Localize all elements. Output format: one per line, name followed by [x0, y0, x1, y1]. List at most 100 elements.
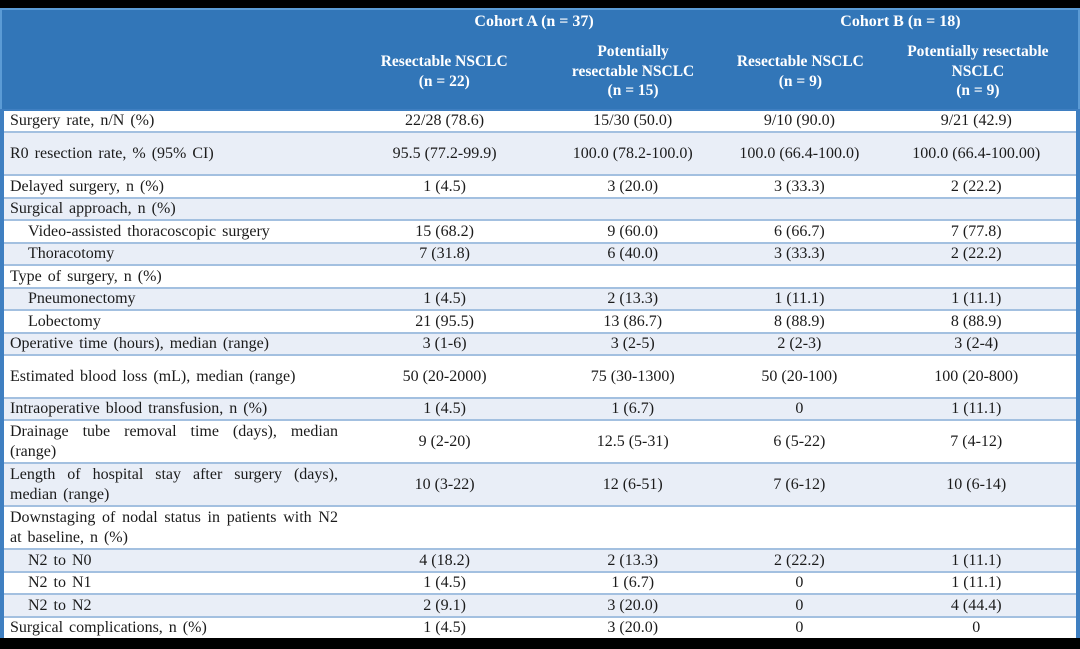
table-row: Surgical complications, n (%) 1 (4.5) 3 (2… — [4, 615, 1076, 638]
row-value — [877, 507, 1076, 548]
table-row: Type of surgery, n (%) — [4, 264, 1076, 287]
table-row: Pneumonectomy 1 (4.5) 2 (13.3) 1 (11.1) 1 (1… — [4, 286, 1076, 310]
table-body: Surgery rate, n/N (%) 22/28 (78.6) 15/30 (… — [0, 109, 1080, 638]
row-value: 100.0 (66.4-100.0) — [739, 145, 860, 163]
column-header-resectable-b: Resectable NSCLC (n = 9) — [736, 53, 864, 90]
row-value: 95.5 (77.2-99.9) — [392, 145, 497, 163]
row-value: 6 (66.7) — [774, 222, 825, 240]
row-label: N2 to N0 — [28, 551, 92, 569]
table-row: N2 to N1 1 (4.5) 1 (6.7) 0 1 (11.1) — [4, 570, 1076, 594]
table-row: Thoracotomy 7 (31.8) 6 (40.0) 3 (33.3) 2 (22… — [4, 241, 1076, 265]
row-value: 7 (4-12) — [950, 433, 1003, 451]
row-value: 6 (40.0) — [607, 245, 659, 263]
row-value: 2 (9.1) — [423, 596, 466, 614]
row-value: 1 (4.5) — [423, 574, 466, 592]
row-value: 1 (4.5) — [423, 290, 466, 308]
cohort-a-header: Cohort A (n = 37) — [474, 13, 594, 30]
row-value: 75 (30-1300) — [590, 367, 675, 385]
row-value: 2 (2-3) — [777, 335, 822, 353]
row-value: 1 (4.5) — [423, 400, 466, 418]
row-value: 3 (20.0) — [607, 177, 659, 195]
row-value: 2 (22.2) — [950, 177, 1002, 195]
row-label: Video-assisted thoracoscopic surgery — [28, 222, 270, 240]
row-value: 9 (60.0) — [607, 222, 659, 240]
row-value: 0 — [972, 618, 981, 636]
row-value: 50 (20-2000) — [402, 367, 487, 385]
row-value — [346, 266, 543, 286]
row-value: 0 — [795, 618, 804, 636]
row-value: 4 (44.4) — [950, 596, 1002, 614]
row-value: 13 (86.7) — [603, 312, 663, 330]
row-label: Thoracotomy — [28, 245, 115, 263]
row-label: Surgical complications, n (%) — [10, 618, 207, 636]
bottom-frame-bar — [0, 638, 1080, 649]
row-label: Intraoperative blood transfusion, n (%) — [10, 400, 268, 418]
row-label: Drainage tube removal time (days), media… — [10, 423, 338, 460]
table-row: R0 resection rate, % (95% CI) 95.5 (77.2-… — [4, 131, 1076, 175]
row-value: 7 (77.8) — [950, 222, 1002, 240]
row-label: R0 resection rate, % (95% CI) — [10, 145, 214, 163]
row-value: 2 (13.3) — [607, 290, 659, 308]
row-value: 50 (20-100) — [761, 367, 838, 385]
table-row: Estimated blood loss (mL), median (range… — [4, 354, 1076, 397]
row-value: 22/28 (78.6) — [405, 112, 485, 130]
row-label: N2 to N2 — [28, 596, 92, 614]
row-value: 7 (31.8) — [419, 245, 470, 263]
row-value — [543, 199, 722, 219]
row-value: 12 (6-51) — [602, 476, 663, 493]
row-value: 1 (11.1) — [951, 551, 1002, 569]
row-value — [722, 507, 876, 548]
row-value — [722, 266, 876, 286]
table-row: Operative time (hours), median (range) 3 … — [4, 331, 1076, 354]
row-value: 1 (4.5) — [423, 618, 466, 636]
row-value: 100.0 (66.4-100.00) — [912, 145, 1041, 163]
table-row: Drainage tube removal time (days), media… — [4, 419, 1076, 463]
row-value: 15 (68.2) — [415, 222, 474, 240]
row-value: 3 (33.3) — [774, 245, 825, 263]
row-value: 1 (11.1) — [951, 574, 1002, 592]
table-row: Length of hospital stay after surgery (d… — [4, 462, 1076, 506]
row-value: 3 (33.3) — [774, 177, 825, 195]
row-label: Lobectomy — [28, 312, 101, 330]
row-value: 4 (18.2) — [419, 551, 470, 569]
row-value: 9 (2-20) — [418, 433, 471, 451]
row-value: 100 (20-800) — [934, 367, 1019, 385]
table-header: Cohort A (n = 37) Cohort B (n = 18) Rese… — [0, 8, 1080, 109]
row-label: Downstaging of nodal status in patients … — [10, 509, 338, 546]
row-value: 3 (20.0) — [607, 596, 659, 614]
row-value: 10 (6-14) — [946, 476, 1007, 493]
row-value: 9/21 (42.9) — [940, 112, 1012, 130]
row-value: 0 — [795, 596, 804, 614]
row-value — [722, 199, 876, 219]
row-value: 2 (22.2) — [950, 245, 1002, 263]
row-value: 15/30 (50.0) — [593, 112, 673, 130]
row-value — [543, 507, 722, 548]
row-label: Surgical approach, n (%) — [10, 200, 176, 218]
table-row: Intraoperative blood transfusion, n (%) 1… — [4, 396, 1076, 420]
table-row: Downstaging of nodal status in patients … — [4, 505, 1076, 549]
row-value: 6 (5-22) — [773, 433, 826, 451]
column-header-potentially-resectable-a: Potentially resectable NSCLC (n = 15) — [571, 43, 695, 100]
row-value: 1 (6.7) — [611, 574, 655, 592]
header-spacer — [2, 10, 345, 34]
row-value: 0 — [795, 400, 804, 418]
row-label: Estimated blood loss (mL), median (range… — [10, 367, 296, 385]
row-label: Surgery rate, n/N (%) — [10, 112, 155, 130]
top-frame-bar — [0, 0, 1080, 8]
row-value: 100.0 (78.2-100.0) — [572, 145, 693, 163]
cohort-b-header: Cohort B (n = 18) — [840, 13, 961, 30]
row-value: 2 (13.3) — [607, 551, 659, 569]
row-value: 1 (11.1) — [951, 400, 1002, 418]
row-label: Pneumonectomy — [28, 290, 136, 308]
row-value — [877, 266, 1076, 286]
table-row: Video-assisted thoracoscopic surgery 15 (… — [4, 219, 1076, 242]
table-row: Delayed surgery, n (%) 1 (4.5) 3 (20.0) 3 (… — [4, 174, 1076, 197]
row-label: Length of hospital stay after surgery (d… — [10, 466, 338, 503]
row-value: 8 (88.9) — [774, 312, 825, 330]
row-value — [543, 266, 722, 286]
row-value: 3 (2-4) — [954, 335, 999, 353]
table-row: N2 to N0 4 (18.2) 2 (13.3) 2 (22.2) 1 (11.1) — [4, 548, 1076, 571]
row-value: 21 (95.5) — [415, 312, 474, 330]
row-label: Delayed surgery, n (%) — [10, 177, 164, 195]
